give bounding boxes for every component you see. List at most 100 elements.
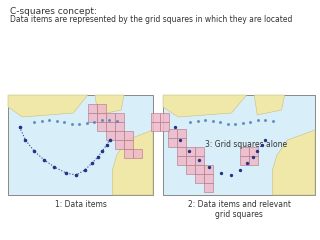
Bar — [97, 122, 106, 131]
Point — [188, 120, 193, 124]
Point — [107, 118, 112, 122]
Bar — [195, 147, 204, 156]
Bar — [249, 156, 258, 165]
Point — [244, 161, 250, 165]
Point — [195, 119, 200, 122]
Bar — [204, 183, 213, 192]
Bar — [160, 122, 169, 131]
Point — [219, 171, 224, 175]
Bar — [115, 113, 124, 122]
Bar — [124, 149, 133, 158]
Point — [210, 119, 215, 123]
Point — [172, 125, 177, 129]
Bar — [151, 113, 160, 122]
Bar — [88, 113, 97, 122]
Point — [187, 149, 192, 153]
Text: 1: Data items: 1: Data items — [55, 200, 107, 209]
Point — [74, 173, 79, 177]
Point — [248, 120, 253, 124]
Bar — [160, 113, 169, 122]
Point — [84, 121, 89, 125]
Point — [178, 138, 183, 142]
Bar — [186, 156, 195, 165]
Bar — [168, 138, 177, 147]
Point — [17, 125, 22, 129]
Point — [240, 121, 245, 125]
Bar — [240, 156, 249, 165]
Point — [52, 165, 57, 169]
Bar — [133, 149, 142, 158]
Bar — [97, 104, 106, 113]
Text: Data items are represented by the grid squares in which they are located: Data items are represented by the grid s… — [10, 15, 292, 24]
Bar — [177, 129, 186, 138]
Point — [39, 119, 44, 122]
Point — [42, 158, 47, 162]
Point — [218, 120, 223, 124]
Point — [237, 168, 243, 172]
Bar — [195, 165, 204, 174]
Point — [76, 122, 82, 126]
Bar — [106, 122, 115, 131]
Point — [262, 138, 267, 142]
Point — [90, 161, 95, 165]
Point — [46, 118, 52, 122]
Polygon shape — [8, 95, 88, 117]
Bar — [195, 174, 204, 183]
Bar — [195, 156, 204, 165]
Point — [107, 138, 112, 142]
Point — [32, 149, 37, 153]
Point — [270, 119, 276, 123]
Polygon shape — [112, 130, 153, 195]
Point — [23, 138, 28, 142]
Polygon shape — [254, 95, 284, 115]
Bar — [177, 138, 186, 147]
Bar — [204, 165, 213, 174]
Text: 3: Grid squares alone: 3: Grid squares alone — [205, 140, 287, 149]
Point — [61, 120, 67, 124]
Polygon shape — [95, 95, 124, 115]
Point — [197, 158, 202, 162]
Bar — [106, 113, 115, 122]
Bar — [124, 131, 133, 140]
Point — [95, 155, 100, 159]
Bar — [163, 95, 315, 195]
Bar — [97, 113, 106, 122]
Bar — [124, 140, 133, 149]
Bar — [88, 104, 97, 113]
Point — [100, 149, 105, 153]
Polygon shape — [272, 130, 315, 195]
Bar — [115, 131, 124, 140]
Bar — [8, 95, 153, 195]
Point — [69, 122, 74, 126]
Point — [207, 165, 212, 169]
Bar — [177, 147, 186, 156]
Bar — [249, 147, 258, 156]
Bar — [115, 140, 124, 149]
Point — [225, 122, 230, 126]
Point — [104, 143, 109, 147]
Bar — [240, 147, 249, 156]
Bar — [204, 174, 213, 183]
Text: C-squares concept:: C-squares concept: — [10, 7, 97, 16]
Point — [63, 171, 68, 175]
Point — [233, 122, 238, 126]
Point — [92, 120, 97, 124]
Bar — [151, 122, 160, 131]
Point — [32, 120, 37, 124]
Point — [82, 168, 87, 172]
Bar — [168, 129, 177, 138]
Point — [255, 119, 260, 122]
Point — [114, 119, 119, 123]
Point — [228, 173, 234, 177]
Point — [54, 119, 59, 123]
Bar — [106, 131, 115, 140]
Point — [99, 119, 104, 122]
Point — [250, 155, 255, 159]
Text: 2: Data items and relevant
grid squares: 2: Data items and relevant grid squares — [188, 200, 291, 219]
Polygon shape — [163, 95, 247, 117]
Bar — [115, 122, 124, 131]
Point — [203, 118, 208, 122]
Point — [259, 143, 264, 147]
Bar — [177, 156, 186, 165]
Bar — [186, 147, 195, 156]
